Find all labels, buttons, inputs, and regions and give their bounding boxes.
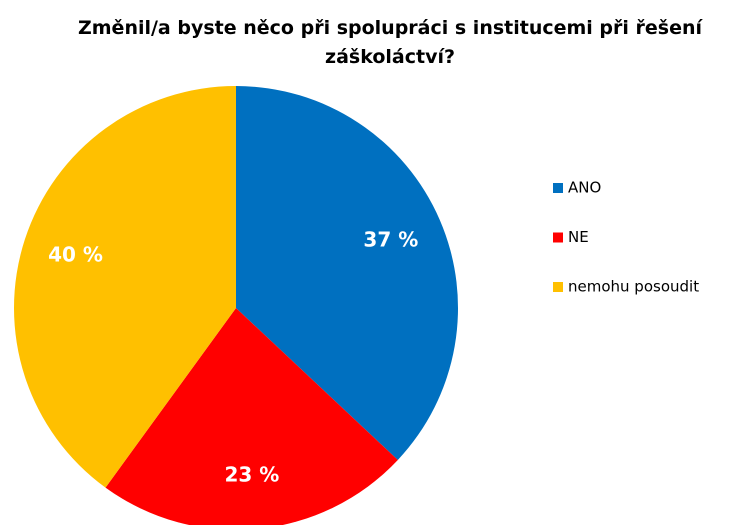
legend-swatch (553, 183, 563, 193)
legend-swatch (553, 282, 563, 292)
data-label: 40 % (48, 242, 103, 266)
pie-slice (105, 308, 398, 525)
legend-label: NE (568, 228, 589, 246)
legend-label: nemohu posoudit (568, 278, 699, 296)
data-label: 23 % (224, 462, 279, 486)
data-label: 37 % (363, 227, 418, 251)
pie-slice (13, 86, 237, 488)
pie-slice (236, 86, 458, 460)
chart-title: Změnil/a byste něco při spolupráci s ins… (77, 17, 703, 68)
legend-swatch (553, 232, 563, 243)
legend-label: ANO (568, 179, 601, 197)
